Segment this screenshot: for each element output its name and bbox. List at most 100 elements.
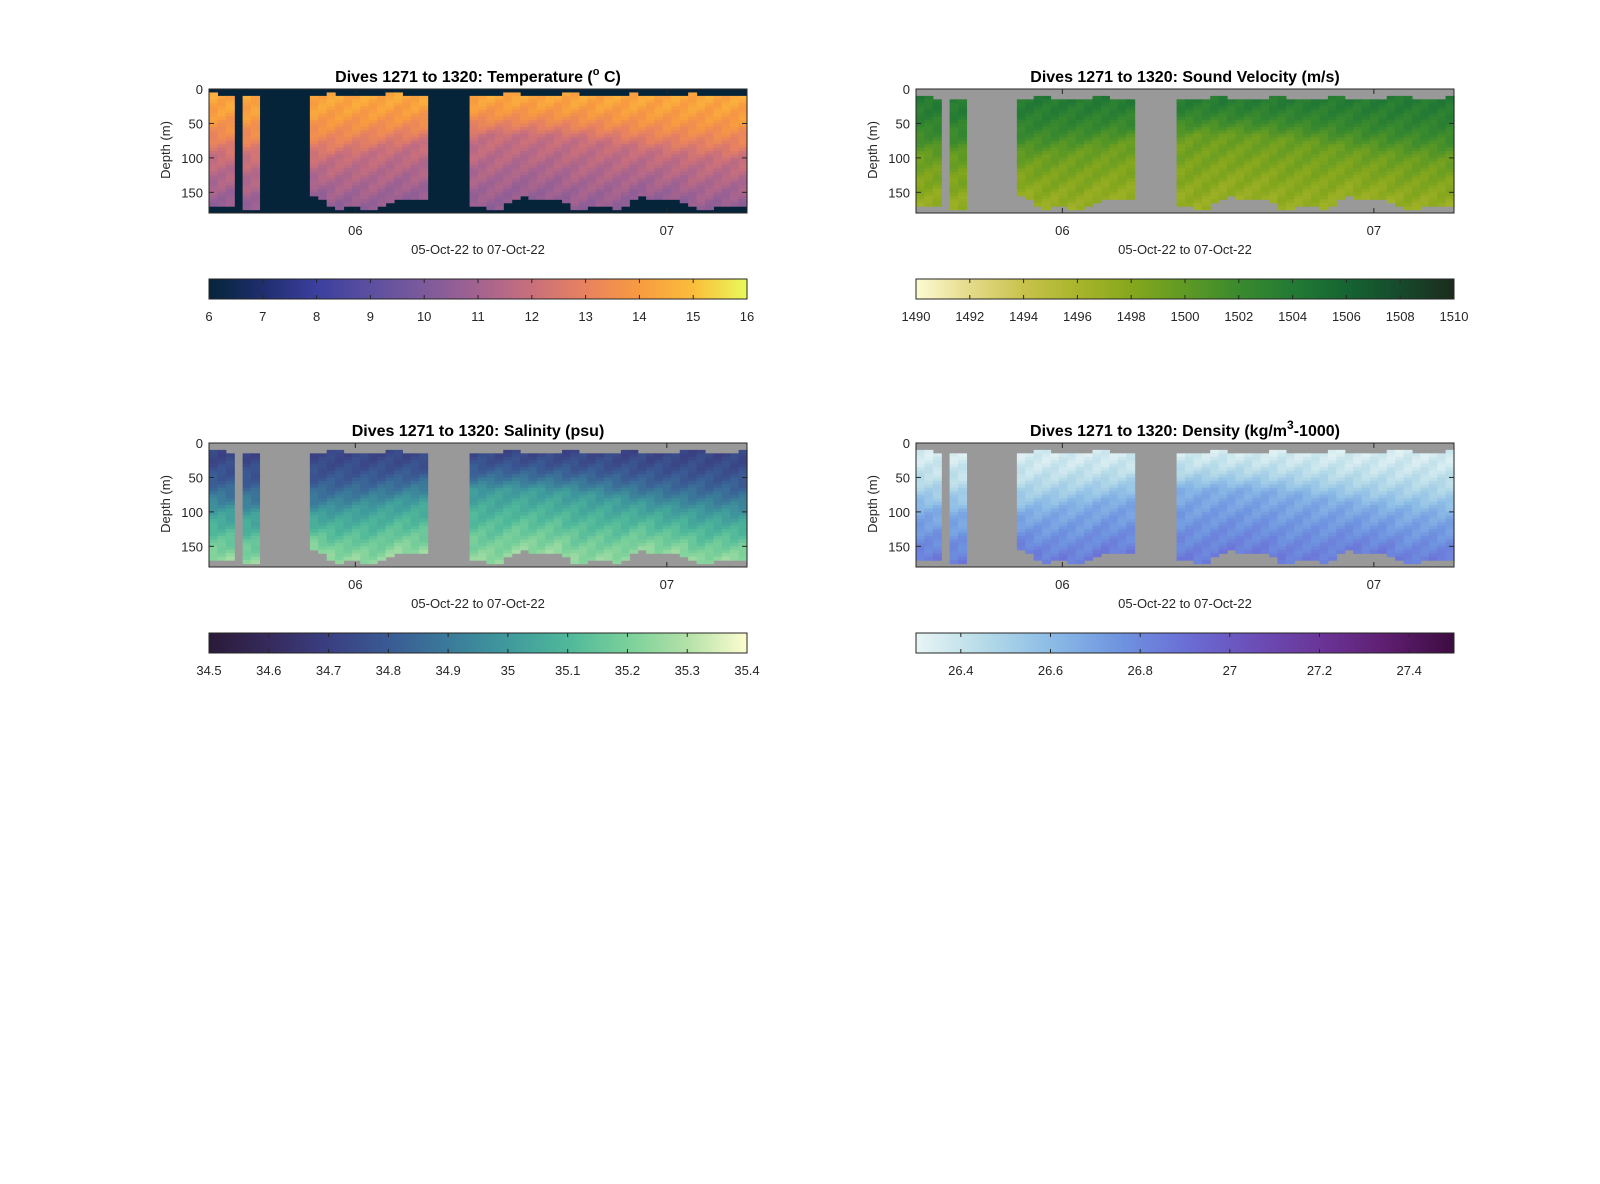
temperature-cell (335, 141, 344, 145)
salinity-cell (419, 515, 428, 519)
temperature-cell (495, 134, 504, 138)
sound-velocity-cell (1126, 141, 1135, 145)
salinity-cell (638, 526, 647, 530)
salinity-cell (360, 453, 369, 457)
temperature-cell (570, 96, 579, 100)
sound-velocity-cell (1059, 103, 1068, 107)
temperature-cell (503, 151, 512, 155)
temperature-cell (402, 99, 411, 103)
sound-velocity-cell (1370, 123, 1379, 127)
temperature-cell (579, 137, 588, 141)
salinity-cell (680, 543, 689, 547)
salinity-cell (217, 512, 226, 516)
salinity-xlabel: 05-Oct-22 to 07-Oct-22 (411, 596, 545, 611)
temperature-cell (545, 172, 554, 176)
salinity-cell (419, 477, 428, 481)
salinity-cell (604, 498, 613, 502)
sound-velocity-cell (1345, 161, 1354, 165)
sound-velocity-cell (1437, 168, 1446, 172)
sound-velocity-cell (1193, 130, 1202, 134)
sound-velocity-cell (1126, 117, 1135, 121)
temperature-cell (629, 117, 638, 121)
salinity-cell (638, 543, 647, 547)
salinity-cell (386, 484, 395, 488)
sound-velocity-cell (1353, 192, 1362, 196)
temperature-cell (394, 113, 403, 117)
sound-velocity-cell (1336, 154, 1345, 158)
salinity-cell (528, 467, 537, 471)
salinity-cell (335, 539, 344, 543)
sound-velocity-cell (950, 141, 959, 145)
temperature-cell (638, 172, 647, 176)
sound-velocity-cell (1362, 196, 1371, 200)
temperature-cell (613, 192, 622, 196)
temperature-cell (335, 106, 344, 110)
temperature-cell (394, 141, 403, 145)
temperature-cell (209, 168, 218, 172)
salinity-cell (722, 515, 731, 519)
temperature-cell (402, 148, 411, 152)
temperature-cell (663, 99, 672, 103)
temperature-cell (419, 158, 428, 162)
sound-velocity-cell (1051, 189, 1060, 193)
sound-velocity-cell (1437, 172, 1446, 176)
salinity-cell (570, 539, 579, 543)
temperature-cell (545, 185, 554, 189)
sound-velocity-cell (958, 144, 967, 148)
salinity-cell (528, 543, 537, 547)
temperature-cell (512, 141, 521, 145)
sound-velocity-cell (958, 196, 967, 200)
salinity-cell (251, 505, 260, 509)
temperature-cell (705, 182, 714, 186)
sound-velocity-cell (1412, 172, 1421, 176)
temperature-cell (419, 175, 428, 179)
temperature-cell (503, 179, 512, 183)
sound-velocity-cell (1210, 99, 1219, 103)
sound-velocity-cell (1109, 158, 1118, 162)
salinity-cell (226, 546, 235, 550)
salinity-cell (251, 460, 260, 464)
temperature-cell (478, 134, 487, 138)
salinity-cell (217, 495, 226, 499)
salinity-cell (579, 539, 588, 543)
sound-velocity-cell (1345, 99, 1354, 103)
temperature-cell (562, 175, 571, 179)
temperature-cell (369, 110, 378, 114)
temperature-cell (579, 175, 588, 179)
temperature-cell (369, 154, 378, 158)
salinity-cell (697, 484, 706, 488)
salinity-cell (688, 512, 697, 516)
temperature-cell (327, 196, 336, 200)
sound-velocity-cell (1017, 99, 1026, 103)
salinity-cell (705, 471, 714, 475)
salinity-cell (402, 495, 411, 499)
sound-velocity-cell (1193, 110, 1202, 114)
temperature-cell (217, 199, 226, 203)
sound-velocity-cell (916, 203, 925, 207)
sound-velocity-cell (1252, 192, 1261, 196)
temperature-cell (713, 165, 722, 169)
temperature-cell (209, 134, 218, 138)
temperature-cell (335, 161, 344, 165)
sound-velocity-cell (1185, 106, 1194, 110)
salinity-cell (545, 512, 554, 516)
sound-velocity-cell (1017, 161, 1026, 165)
sound-velocity-cell (1437, 179, 1446, 183)
sound-velocity-cell (1437, 127, 1446, 131)
sound-velocity-cell (1446, 137, 1455, 141)
salinity-cell (596, 543, 605, 547)
temperature-cell (411, 103, 420, 107)
sound-velocity-cell (1353, 196, 1362, 200)
temperature-cell (386, 99, 395, 103)
salinity-cell (596, 471, 605, 475)
salinity-cell (377, 502, 386, 506)
sound-velocity-cell (1076, 110, 1085, 114)
salinity-cell (713, 505, 722, 509)
temperature-cell (596, 165, 605, 169)
salinity-cell (327, 550, 336, 554)
sound-velocity-cell (950, 161, 959, 165)
salinity-cell (520, 522, 529, 526)
temperature-cell (663, 185, 672, 189)
sound-velocity-cell (1446, 96, 1455, 100)
salinity-cell (411, 515, 420, 519)
